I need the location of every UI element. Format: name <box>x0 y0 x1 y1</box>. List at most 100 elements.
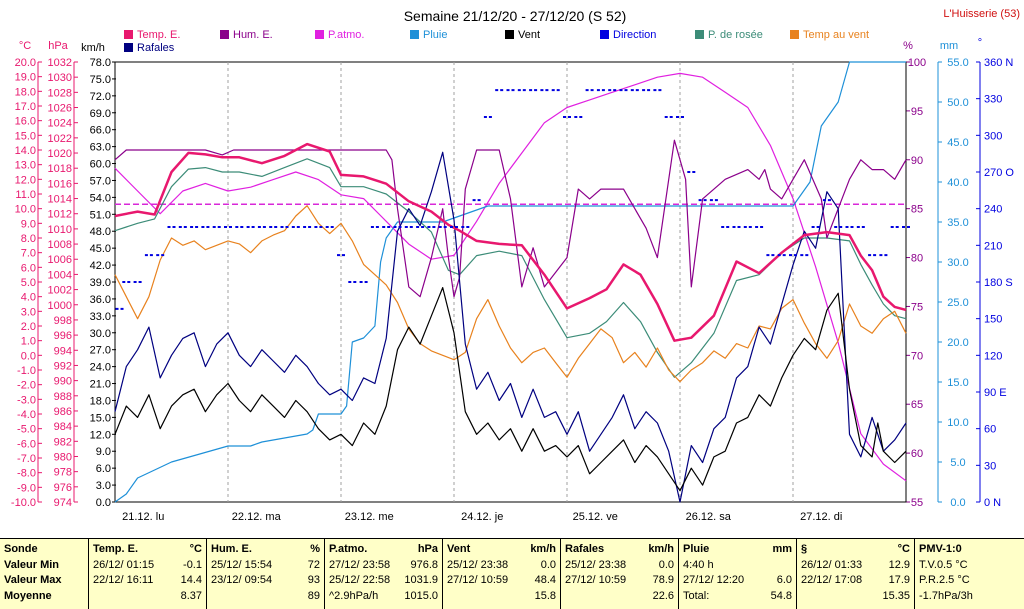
pressure-tick-label: 996 <box>54 330 72 342</box>
series-hum-line <box>114 139 907 298</box>
pressure-tick-label: 1000 <box>48 300 72 312</box>
legend-label: Pluie <box>423 29 447 41</box>
direction-point <box>794 254 797 257</box>
temp-tick-label: 10.0 <box>15 204 36 216</box>
direction-point <box>522 89 526 92</box>
stats-unit: km/h <box>530 543 556 555</box>
hum-tick-label: 90 <box>911 155 923 167</box>
hum-tick-label: 95 <box>911 106 923 118</box>
direction-point <box>608 89 612 92</box>
stats-col-patm: P.atmo. hPa 27/12/ 23:58 976.8 25/12/ 22:5… <box>324 539 442 609</box>
axes: 20.0 19.0 18.0 17.0 16.0 15.0 14.0 13.0 12.0 11.0… <box>11 57 1014 509</box>
wind-tick-label: 18.0 <box>90 395 111 407</box>
direction-point <box>149 254 153 257</box>
stats-value: 15.8 <box>534 589 556 602</box>
stats-value: 78.9 <box>652 574 674 586</box>
wind-tick-label: 33.0 <box>90 311 111 323</box>
legend-swatch <box>124 43 133 52</box>
direction-point <box>551 89 555 92</box>
wind-tick-label: 45.0 <box>90 243 111 255</box>
day-label: 24.12. je <box>461 511 503 523</box>
temp-tick-label: 17.0 <box>15 101 36 113</box>
rain-tick-label: 55.0 <box>947 57 968 69</box>
stats-title: Pluie <box>683 543 710 555</box>
stats-time: 26/12/ 01:15 <box>93 558 155 571</box>
stats-col-rafales: Rafales km/h 25/12/ 23:38 0.0 27/12/ 10:59… <box>560 539 678 609</box>
stats-value: 1015.0 <box>404 589 438 602</box>
pressure-tick-label: 1024 <box>48 118 72 130</box>
stats-value: 54.8 <box>770 589 792 602</box>
rain-tick-label: 10.0 <box>947 417 968 429</box>
stats-value: 0.0 <box>540 558 556 571</box>
stats-title: Temp. E. <box>93 543 139 555</box>
temp-tick-label: 19.0 <box>15 72 36 84</box>
hum-tick-label: 85 <box>911 204 923 216</box>
axis-unit: km/h <box>81 42 105 54</box>
legend-label: Vent <box>518 29 540 41</box>
stats-value: -1.7hPa/3h <box>919 589 973 602</box>
series-rosee-line <box>114 158 907 378</box>
wind-tick-label: 75.0 <box>90 74 111 86</box>
direction-point <box>144 254 148 257</box>
direction-point <box>568 116 571 118</box>
series-temp-line <box>114 142 907 342</box>
direction-point <box>280 226 284 228</box>
stats-title: Hum. E. <box>211 543 252 555</box>
direction-point <box>884 254 888 257</box>
grid <box>227 62 794 502</box>
direction-point <box>190 226 194 228</box>
legend: Temp. E. Hum. E. P.atmo. Pluie Vent Direction… <box>124 29 869 54</box>
direction-point <box>624 89 628 92</box>
direction-point <box>138 281 142 283</box>
direction-point <box>120 307 124 310</box>
direction-point <box>178 226 182 228</box>
direction-point <box>766 254 770 257</box>
direction-point <box>183 226 187 228</box>
temp-tick-label: -2.0 <box>17 380 36 392</box>
rain-tick-label: 35.0 <box>947 217 968 229</box>
direction-point <box>201 226 205 228</box>
temp-tick-label: 13.0 <box>15 160 36 172</box>
legend-label: P. de rosée <box>708 29 763 41</box>
pressure-tick-label: 1016 <box>48 178 72 190</box>
stats-time: 22/12/ 17:08 <box>801 574 863 586</box>
stats-title: PMV-1:0 <box>919 543 962 555</box>
direction-point <box>647 89 651 92</box>
direction-point <box>868 254 872 257</box>
stats-time: 27/12/ 23:58 <box>329 558 391 571</box>
direction-point <box>698 199 702 202</box>
direction-point <box>291 226 295 228</box>
direction-point <box>789 254 792 257</box>
rain-tick-label: 40.0 <box>947 177 968 189</box>
direction-point <box>800 254 804 257</box>
wind-tick-label: 78.0 <box>90 57 111 69</box>
direction-point <box>477 199 481 202</box>
direction-point <box>353 281 357 283</box>
direction-point <box>845 226 849 228</box>
dir-tick-label: 150 <box>984 314 1002 326</box>
temp-tick-label: -3.0 <box>17 394 36 406</box>
hum-tick-label: 100 <box>908 57 926 69</box>
temp-tick-label: -7.0 <box>17 453 36 465</box>
stats-value: 72 <box>307 558 320 571</box>
stats-value: P.R.2.5 °C <box>919 574 970 586</box>
direction-point <box>556 89 560 92</box>
temp-tick-label: 6.0 <box>21 262 36 274</box>
stats-value: 17.9 <box>888 574 910 586</box>
temp-tick-label: -8.0 <box>17 468 36 480</box>
series-tempvent-line <box>114 205 907 383</box>
stats-value: 15.35 <box>882 589 910 602</box>
direction-point <box>161 254 165 257</box>
plot-frame <box>114 61 907 503</box>
direction-point <box>743 226 747 228</box>
direction-point <box>642 89 646 92</box>
pressure-tick-label: 1010 <box>48 224 72 236</box>
pressure-tick-label: 986 <box>54 406 72 418</box>
stats-col-hum: Hum. E.% 25/12/ 15:54 72 23/12/ 09:54 93 8… <box>206 539 324 609</box>
temp-tick-label: 14.0 <box>15 145 36 157</box>
rain-tick-label: 20.0 <box>947 337 968 349</box>
rain-tick-label: 15.0 <box>947 377 968 389</box>
wind-tick-label: 42.0 <box>90 260 111 272</box>
direction-point <box>748 226 752 228</box>
legend-label: Hum. E. <box>233 29 273 41</box>
